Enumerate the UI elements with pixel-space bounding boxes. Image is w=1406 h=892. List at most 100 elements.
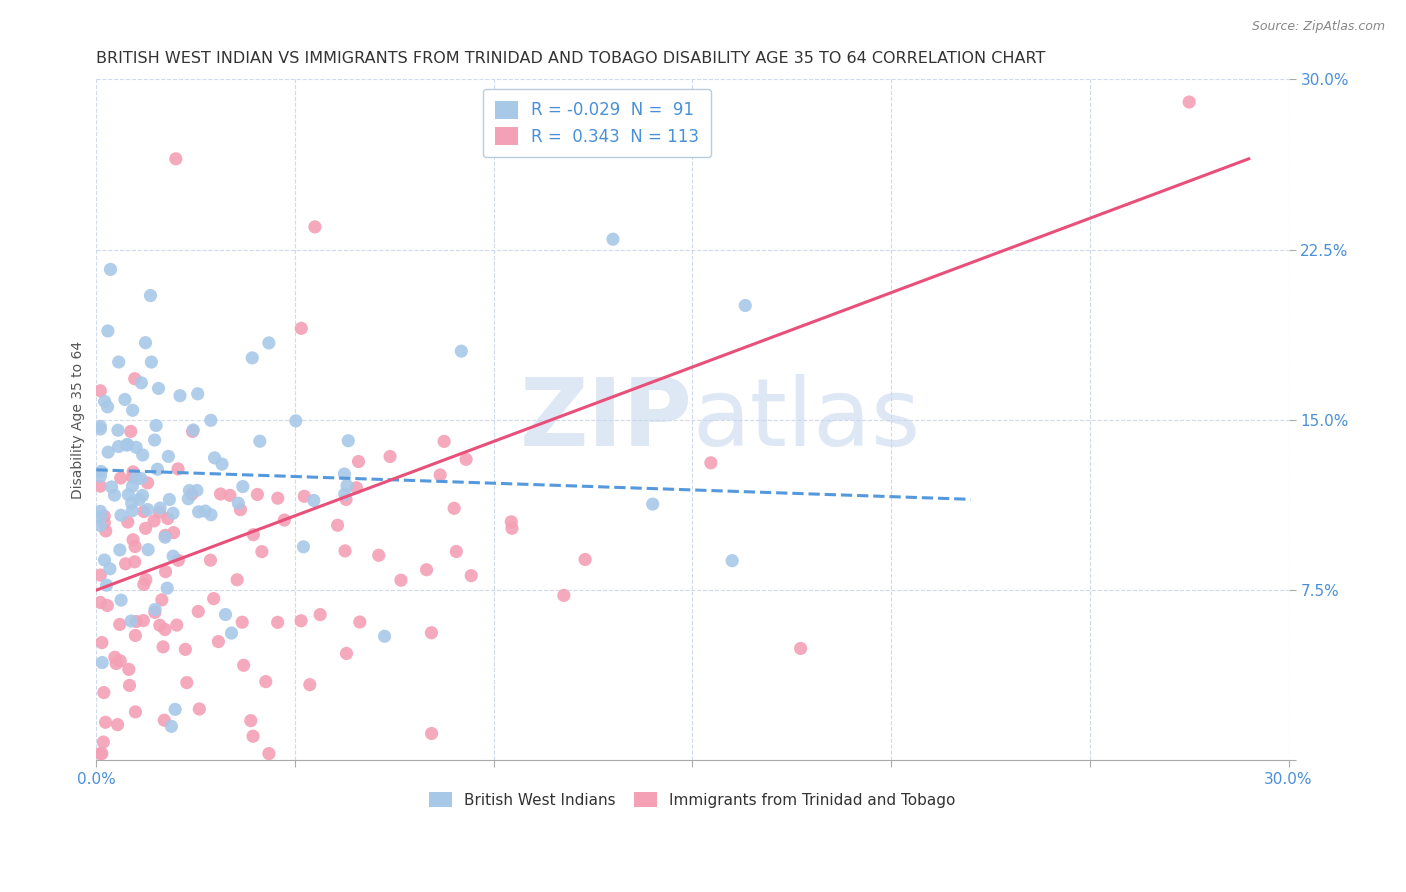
Point bbox=[89, 504, 111, 518]
Point bbox=[333, 487, 356, 501]
Point bbox=[165, 152, 187, 166]
Point bbox=[284, 414, 307, 428]
Point bbox=[1178, 95, 1201, 109]
Point bbox=[103, 488, 125, 502]
Point bbox=[789, 641, 811, 656]
Point bbox=[153, 713, 176, 727]
Point bbox=[232, 658, 254, 673]
Point bbox=[721, 554, 744, 568]
Point bbox=[292, 540, 315, 554]
Point bbox=[346, 481, 368, 495]
Point bbox=[211, 457, 233, 471]
Point bbox=[100, 262, 122, 277]
Point bbox=[149, 501, 172, 516]
Point bbox=[186, 483, 208, 498]
Point bbox=[200, 553, 222, 567]
Point bbox=[335, 492, 357, 507]
Point bbox=[239, 714, 262, 728]
Point bbox=[429, 468, 451, 483]
Point bbox=[501, 521, 523, 535]
Point bbox=[162, 549, 184, 563]
Point bbox=[460, 568, 482, 582]
Point bbox=[415, 563, 437, 577]
Point bbox=[107, 355, 129, 369]
Point bbox=[108, 617, 131, 632]
Point bbox=[118, 662, 141, 676]
Point bbox=[231, 615, 253, 630]
Point bbox=[292, 489, 315, 503]
Point bbox=[200, 508, 222, 522]
Point bbox=[97, 324, 120, 338]
Point bbox=[333, 467, 356, 481]
Point bbox=[174, 642, 197, 657]
Point bbox=[97, 445, 120, 459]
Point bbox=[145, 418, 167, 433]
Text: atlas: atlas bbox=[692, 374, 921, 466]
Point bbox=[146, 462, 169, 476]
Point bbox=[90, 635, 112, 649]
Point bbox=[129, 471, 152, 485]
Point bbox=[124, 540, 146, 554]
Point bbox=[166, 618, 188, 632]
Point bbox=[135, 573, 157, 587]
Text: Source: ZipAtlas.com: Source: ZipAtlas.com bbox=[1251, 20, 1385, 33]
Point bbox=[242, 527, 264, 541]
Point bbox=[94, 715, 117, 730]
Point bbox=[574, 552, 596, 566]
Point bbox=[135, 521, 157, 535]
Point bbox=[155, 565, 177, 579]
Point bbox=[135, 335, 157, 350]
Point bbox=[309, 607, 332, 622]
Point bbox=[117, 437, 139, 451]
Point bbox=[93, 394, 115, 409]
Point bbox=[136, 542, 159, 557]
Point bbox=[128, 492, 150, 507]
Point bbox=[143, 433, 166, 447]
Point bbox=[124, 628, 146, 642]
Point bbox=[121, 403, 143, 417]
Point bbox=[181, 487, 204, 501]
Point bbox=[202, 591, 225, 606]
Point bbox=[97, 400, 120, 414]
Point bbox=[131, 448, 153, 462]
Point bbox=[131, 488, 153, 502]
Point bbox=[89, 422, 111, 436]
Point bbox=[169, 389, 191, 403]
Point bbox=[110, 471, 132, 485]
Point bbox=[132, 577, 155, 591]
Point bbox=[122, 465, 145, 479]
Point bbox=[167, 553, 190, 567]
Point bbox=[93, 685, 115, 699]
Point bbox=[228, 496, 250, 510]
Point bbox=[347, 454, 370, 468]
Point bbox=[141, 355, 163, 369]
Point bbox=[110, 654, 132, 668]
Point bbox=[89, 518, 111, 533]
Point bbox=[121, 470, 143, 484]
Point bbox=[240, 351, 263, 365]
Point bbox=[155, 528, 177, 542]
Point bbox=[207, 634, 229, 648]
Point bbox=[242, 729, 264, 743]
Point bbox=[124, 705, 146, 719]
Point bbox=[120, 425, 142, 439]
Point bbox=[420, 625, 443, 640]
Point bbox=[107, 717, 129, 731]
Point bbox=[250, 544, 273, 558]
Point bbox=[150, 592, 173, 607]
Point bbox=[153, 530, 176, 544]
Point bbox=[148, 381, 170, 395]
Point bbox=[257, 747, 280, 761]
Point bbox=[114, 392, 136, 407]
Point bbox=[378, 450, 401, 464]
Point bbox=[337, 434, 360, 448]
Point bbox=[105, 657, 128, 671]
Point bbox=[96, 599, 118, 613]
Point bbox=[131, 376, 153, 390]
Point bbox=[125, 471, 148, 485]
Point bbox=[100, 480, 122, 494]
Point bbox=[89, 747, 111, 761]
Point bbox=[157, 450, 180, 464]
Point bbox=[93, 553, 115, 567]
Point bbox=[443, 501, 465, 516]
